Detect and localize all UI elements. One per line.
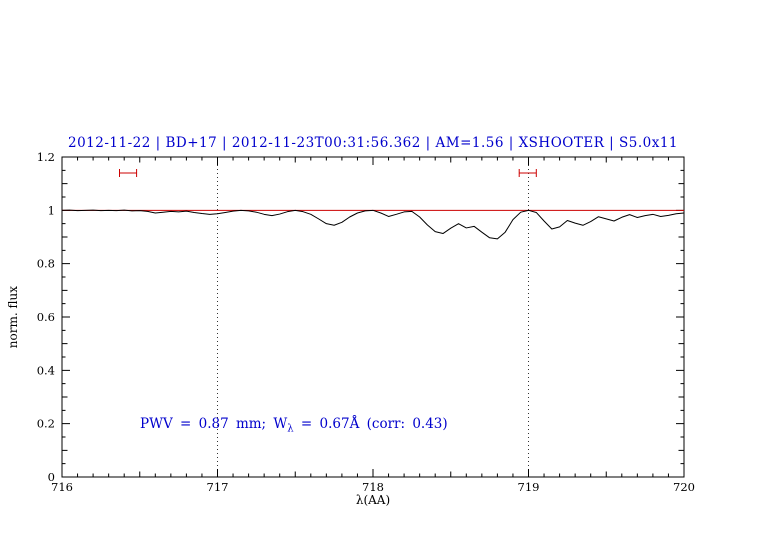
measurement-region-marker — [518, 169, 537, 177]
y-tick-label: 0.2 — [37, 417, 55, 431]
y-tick-label: 0.4 — [37, 363, 55, 377]
x-tick-label: 718 — [362, 480, 384, 494]
x-axis-label: λ(AA) — [355, 493, 391, 507]
y-tick-label: 0.6 — [37, 310, 55, 324]
x-tick-label: 719 — [518, 480, 540, 494]
pwv-annotation: PWV = 0.87 mm; Wλ = 0.67Å (corr: 0.43) — [140, 416, 448, 435]
y-tick-label: 0.8 — [37, 257, 55, 271]
axis-ticks — [61, 156, 685, 478]
annotation-post: = 0.67Å (corr: 0.43) — [293, 416, 448, 432]
x-tick-label: 720 — [673, 480, 695, 494]
x-tick-label: 717 — [207, 480, 229, 494]
annotation-pre: PWV = 0.87 mm; W — [140, 416, 288, 432]
y-axis-label: norm. flux — [6, 157, 20, 477]
y-tick-label: 1 — [48, 203, 55, 217]
y-tick-label: 0 — [48, 470, 55, 484]
x-tick-label: 716 — [51, 480, 73, 494]
chart-title: 2012-11-22 | BD+17 | 2012-11-23T00:31:56… — [68, 135, 678, 151]
measurement-region-marker — [119, 169, 138, 177]
y-axis-label-text: norm. flux — [6, 285, 20, 349]
spectrum-line — [61, 209, 685, 240]
annotation-sub: λ — [287, 423, 294, 435]
y-tick-label: 1.2 — [37, 150, 55, 164]
